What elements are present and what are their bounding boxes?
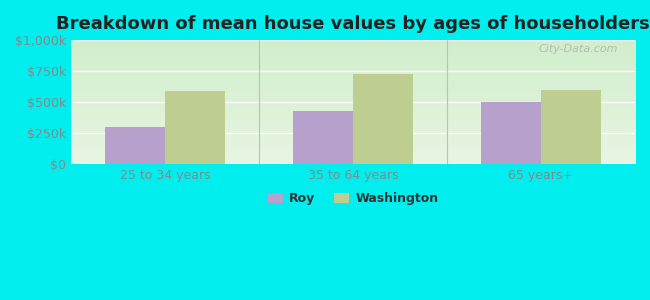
Bar — [165, 91, 225, 164]
Title: Breakdown of mean house values by ages of householders: Breakdown of mean house values by ages o… — [56, 15, 650, 33]
Bar — [481, 102, 541, 164]
Bar — [541, 90, 601, 164]
Bar — [105, 127, 165, 164]
Bar — [293, 111, 353, 164]
Bar — [353, 74, 413, 164]
Legend: Roy, Washington: Roy, Washington — [263, 187, 443, 210]
Text: City-Data.com: City-Data.com — [539, 44, 618, 54]
